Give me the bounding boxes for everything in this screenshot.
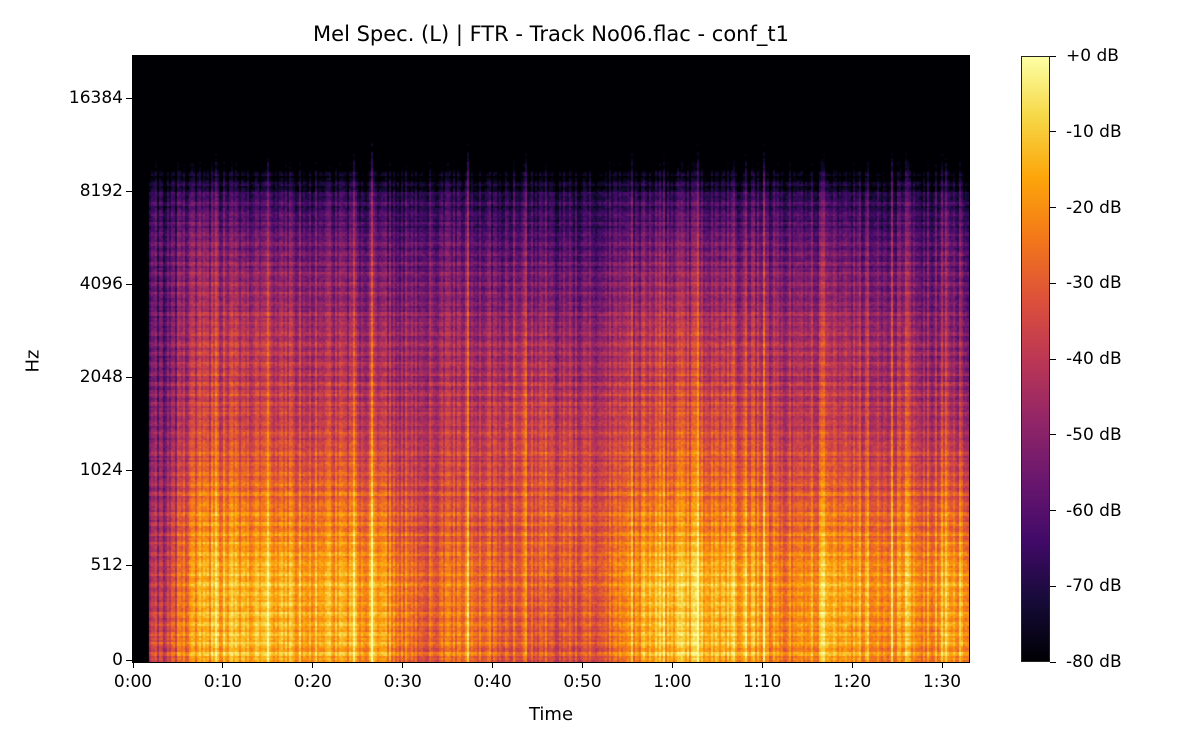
y-tick-label: 1024 xyxy=(79,460,123,480)
y-tick xyxy=(126,564,132,566)
x-tick-label: 0:10 xyxy=(203,672,242,692)
y-tick-label: 0 xyxy=(112,650,123,670)
x-tick xyxy=(581,662,583,668)
x-tick-label: 1:10 xyxy=(743,672,782,692)
y-tick xyxy=(126,659,132,661)
x-axis-label: Time xyxy=(528,704,574,725)
x-tick-label: 0:30 xyxy=(383,672,422,692)
x-tick xyxy=(941,662,943,668)
colorbar-tick xyxy=(1050,661,1056,663)
colorbar-tick-label: +0 dB xyxy=(1066,46,1119,66)
x-tick xyxy=(402,662,404,668)
y-tick-label: 2048 xyxy=(79,367,123,387)
y-tick xyxy=(126,376,132,378)
colorbar-tick-label: -10 dB xyxy=(1066,121,1122,142)
colorbar-tick-label: -50 dB xyxy=(1066,424,1122,445)
colorbar-tick-label: -30 dB xyxy=(1066,273,1122,294)
y-tick-label: 8192 xyxy=(79,181,123,201)
colorbar-tick-label: -60 dB xyxy=(1066,500,1122,521)
colorbar-tick xyxy=(1050,434,1056,436)
colorbar xyxy=(1021,56,1050,662)
x-tick-label: 0:00 xyxy=(113,672,153,692)
colorbar-tick xyxy=(1050,510,1056,511)
x-tick xyxy=(222,662,224,668)
x-tick xyxy=(132,662,134,668)
x-tick xyxy=(492,662,494,668)
colorbar-tick xyxy=(1050,358,1056,360)
y-tick xyxy=(126,97,132,99)
x-tick-label: 0:20 xyxy=(293,672,332,692)
colorbar-tick-label: -80 dB xyxy=(1066,652,1122,672)
x-tick xyxy=(761,662,763,668)
x-tick xyxy=(851,662,853,668)
x-tick-label: 0:40 xyxy=(473,672,512,692)
colorbar-tick xyxy=(1050,585,1056,587)
colorbar-tick xyxy=(1050,131,1056,133)
colorbar-tick-label: -40 dB xyxy=(1066,349,1122,369)
spectrogram-heatmap xyxy=(133,56,969,662)
x-tick-label: 0:50 xyxy=(563,672,602,692)
x-tick-label: 1:00 xyxy=(653,672,692,692)
x-tick-label: 1:20 xyxy=(833,672,872,692)
y-tick-label: 16384 xyxy=(68,88,123,108)
y-axis-label: Hz xyxy=(22,349,44,373)
y-tick-label: 512 xyxy=(90,555,123,575)
colorbar-tick xyxy=(1050,207,1056,208)
y-tick xyxy=(126,190,132,192)
chart-title: Mel Spec. (L) | FTR - Track No06.flac - … xyxy=(313,22,789,46)
x-tick-label: 1:30 xyxy=(922,672,962,692)
x-tick xyxy=(312,662,314,668)
x-tick xyxy=(671,662,673,668)
y-tick xyxy=(126,283,132,285)
plot-area xyxy=(133,56,969,662)
y-tick xyxy=(126,469,132,471)
colorbar-tick xyxy=(1050,55,1056,57)
colorbar-tick-label: -20 dB xyxy=(1066,197,1122,218)
colorbar-tick xyxy=(1050,282,1056,284)
y-tick-label: 4096 xyxy=(79,274,123,294)
colorbar-tick-label: -70 dB xyxy=(1066,576,1122,597)
